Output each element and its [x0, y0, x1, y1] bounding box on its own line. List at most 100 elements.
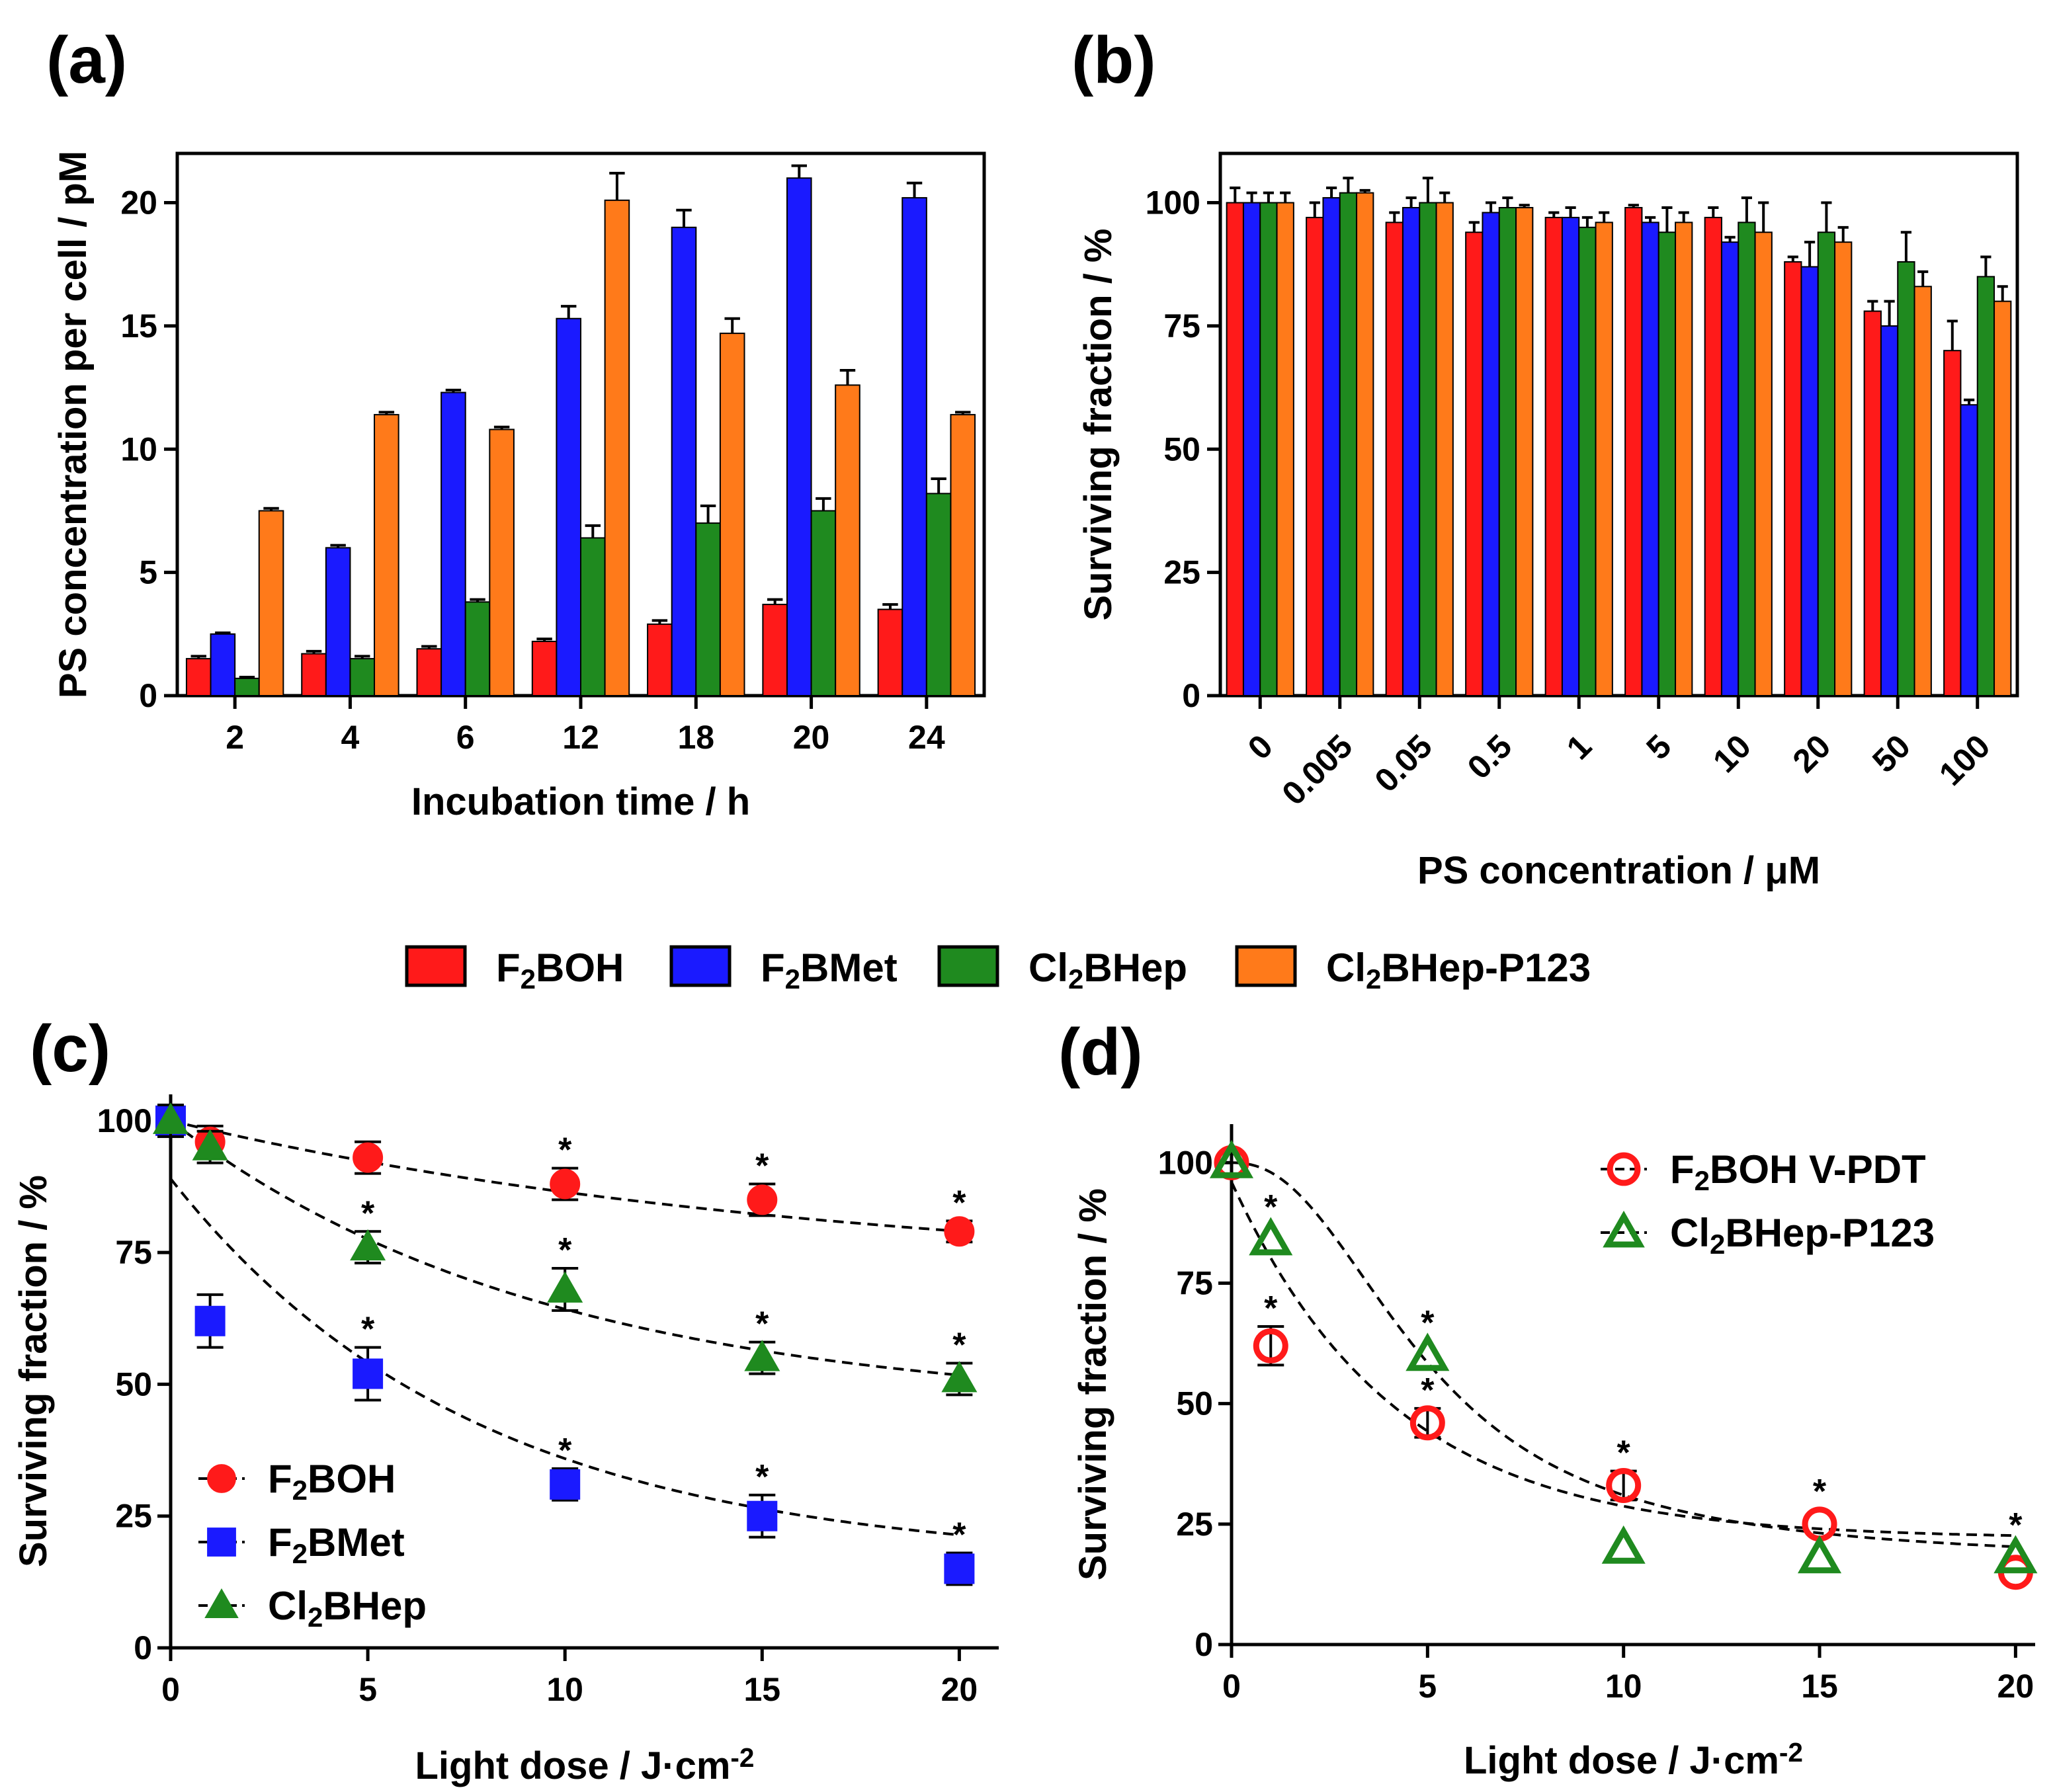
point-red: [944, 1216, 975, 1247]
point-green: [192, 1129, 228, 1161]
y-tick-label: 0: [134, 1629, 152, 1666]
x-tick-label: 10: [546, 1671, 583, 1708]
plot-frame: [1218, 151, 2019, 698]
y-tick-label: 0: [1195, 1626, 1213, 1663]
x-tick-label: 18: [677, 719, 714, 756]
point-green: [1601, 1525, 1646, 1564]
bar-red: [1385, 222, 1404, 696]
bar-orange: [1435, 202, 1454, 696]
bar-blue: [1242, 202, 1261, 696]
x-tick-label: 10: [1605, 1668, 1642, 1705]
legend-label: Cl2BHep: [1028, 946, 1187, 995]
point-blue: [353, 1358, 384, 1389]
y-tick-label: 20: [120, 184, 157, 222]
fit-curve: [1231, 1161, 2016, 1549]
y-tick-label: 50: [1176, 1385, 1213, 1422]
legend-marker-green: [1603, 1210, 1645, 1248]
bar-orange: [1675, 222, 1693, 696]
bar-orange: [950, 414, 976, 696]
significance-star: *: [1421, 1371, 1435, 1410]
bar-blue: [786, 177, 812, 697]
x-tick-label: 0: [1241, 727, 1280, 766]
point-red: [1409, 1405, 1445, 1441]
point-green: [152, 1102, 189, 1134]
bar-green: [1897, 261, 1915, 696]
bar-orange: [1515, 207, 1534, 696]
point-blue: [550, 1469, 581, 1500]
point-red: [747, 1184, 778, 1215]
significance-star: *: [1617, 1434, 1631, 1473]
x-tick-label: 0.05: [1368, 727, 1439, 799]
y-tick-label: 10: [120, 430, 157, 468]
y-tick-label: 100: [1146, 184, 1200, 222]
bar-green: [1817, 231, 1836, 697]
point-green: [1993, 1535, 2038, 1574]
significance-star: *: [755, 1458, 769, 1496]
point-blue: [747, 1500, 778, 1531]
y-tick-label: 100: [97, 1102, 152, 1139]
significance-star: *: [755, 1147, 769, 1186]
x-tick-label: 6: [456, 719, 475, 756]
bar-orange: [489, 428, 515, 696]
legend-label: F2BOH V-PDT: [1670, 1147, 1926, 1196]
y-tick-label: 75: [1176, 1264, 1213, 1301]
point-blue: [944, 1553, 975, 1584]
legend-label: F2BMet: [268, 1520, 405, 1569]
point-red: [1606, 1468, 1642, 1504]
y-tick-label: 50: [1163, 430, 1200, 468]
significance-star: *: [558, 1131, 572, 1170]
bar-green: [464, 601, 491, 697]
bar-red: [416, 648, 442, 697]
bar-blue: [1880, 325, 1899, 696]
bar-blue: [1720, 241, 1740, 696]
x-tick-label: 20: [1997, 1668, 2034, 1705]
bar-orange: [1993, 300, 2012, 696]
x-tick-label: 100: [1932, 727, 1997, 793]
panel-d: 0 25 50 75 100 0 5 10 15 20 * * * * * * * F2BOH V-PDT Cl2B…: [1058, 1015, 2038, 1782]
x-axis-title: PS concentration / μM: [1417, 849, 1820, 892]
significance-star: *: [1264, 1289, 1278, 1328]
bar-blue: [1960, 404, 1978, 696]
bar-red: [762, 604, 788, 696]
x-tick-label: 20: [1786, 727, 1838, 780]
legend-swatch-green: [937, 945, 999, 987]
y-tick-label: 25: [1163, 554, 1200, 591]
panel-c: 0 25 50 75 100 0 5 10 15 20 * * * * * * * * * * * F2BOH F2BMet…: [12, 1012, 999, 1787]
legend-label: F2BOH: [496, 946, 624, 995]
legend-swatch-blue: [669, 945, 732, 987]
bar-orange: [1754, 231, 1773, 697]
significance-star: *: [1264, 1188, 1278, 1227]
point-green: [350, 1229, 386, 1261]
x-tick-label: 5: [1418, 1668, 1437, 1705]
significance-star: *: [1421, 1304, 1435, 1342]
point-green: [1249, 1217, 1293, 1256]
bar-red: [1704, 216, 1722, 696]
significance-star: *: [952, 1184, 966, 1222]
panel-label: (d): [1058, 1015, 1143, 1089]
bar-red: [1943, 350, 1962, 696]
point-blue: [194, 1305, 226, 1336]
bar-blue: [440, 391, 466, 697]
bar-blue: [1402, 207, 1421, 696]
bar-orange: [719, 333, 745, 697]
y-tick-label: 75: [115, 1234, 152, 1271]
bar-orange: [835, 384, 860, 696]
point-green: [744, 1340, 780, 1371]
point-green: [941, 1361, 978, 1393]
bar-green: [234, 677, 260, 696]
bar-red: [1784, 261, 1802, 696]
y-tick-label: 50: [115, 1365, 152, 1403]
x-tick-label: 1: [1560, 727, 1599, 766]
bar-red: [1624, 207, 1643, 696]
bar-blue: [902, 197, 927, 697]
x-tick-label: 12: [562, 719, 599, 756]
legend: F2BOH V-PDT Cl2BHep-P123: [1601, 1147, 1935, 1260]
y-axis-title: PS concentration per cell / pM: [52, 151, 95, 698]
bar-blue: [556, 317, 582, 696]
significance-star: *: [2009, 1506, 2023, 1545]
x-tick-label: 10: [1706, 727, 1758, 780]
y-tick-label: 100: [1158, 1144, 1213, 1181]
